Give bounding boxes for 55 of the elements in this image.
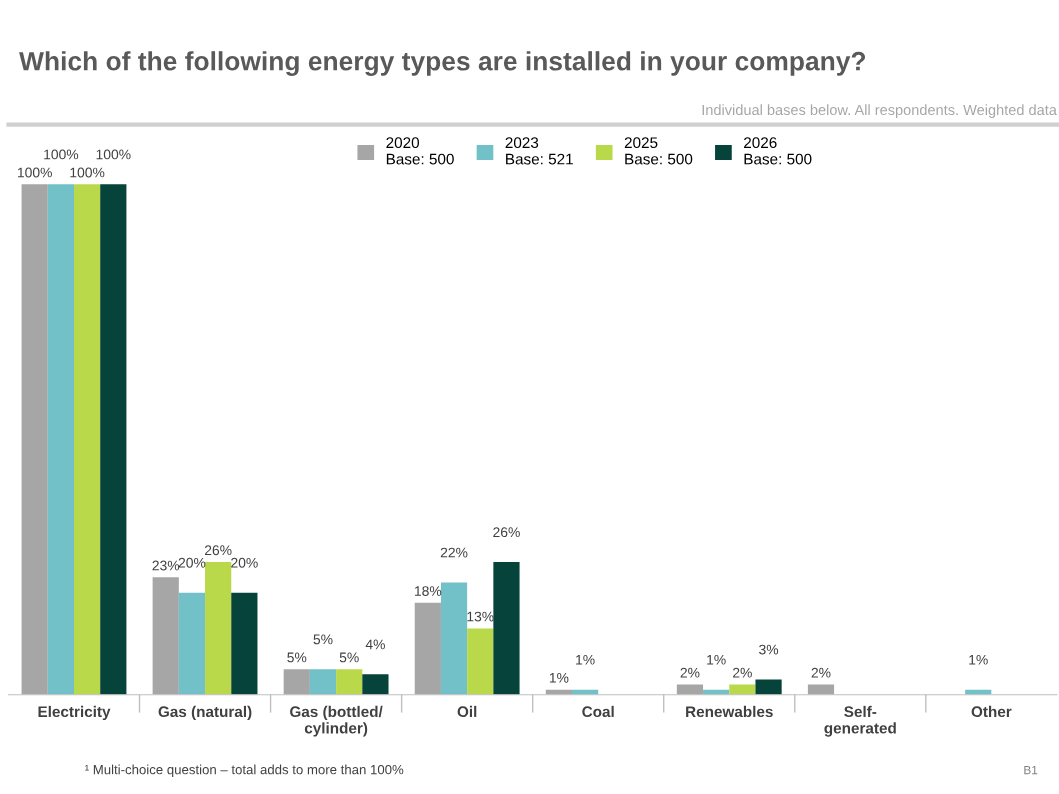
data-label: 100% [44,149,79,160]
data-label: 2% [733,667,752,678]
x-tick-label: Other [971,705,1012,718]
data-label: 4% [365,639,385,650]
x-tick-label: Coal [582,705,614,718]
x-tick-label: Electricity [38,705,111,721]
bar [283,669,310,695]
data-label: 100% [17,167,52,178]
data-label: 5% [287,652,307,663]
bar [231,592,258,695]
legend-label: 2020 Base: 500 [386,137,454,165]
x-tick-label: Renewables [686,705,773,718]
data-label: 2% [811,667,831,678]
chart-subtitle: Individual bases below. All respondents. Weighted data [702,104,1057,118]
x-tick-label: Self- generated [824,705,896,737]
bar [100,184,127,695]
data-label: 20% [231,557,258,568]
bar [362,674,389,695]
data-label: 5% [339,652,359,663]
x-tick-label: Oil [457,705,477,718]
bar [21,184,48,695]
data-label: 26% [204,545,232,556]
data-label: 100% [96,149,131,160]
bar [336,669,363,695]
x-tick-label: Gas (bottled/ cylinder) [290,705,383,737]
data-label: 1% [549,672,569,683]
bar [414,602,441,695]
data-label: 5% [313,634,333,645]
bar [205,562,232,695]
legend-label: 2026 Base: 500 [744,137,812,165]
bar [493,562,520,695]
data-label: 2% [680,667,700,678]
bar [178,592,206,695]
data-label: 22% [440,547,468,558]
bar [74,184,101,695]
bar [440,582,468,695]
data-label: 3% [759,644,779,655]
legend-label: 2023 Base: 521 [505,137,573,165]
data-label: 1% [576,654,595,665]
data-label: 100% [70,167,105,178]
x-tick-label: Gas (natural) [158,705,252,721]
data-label: 26% [493,527,520,538]
bar [47,184,74,695]
bar [755,679,782,695]
chart-title: Which of the following energy types are installed in your company? [19,51,866,76]
bar [309,669,337,695]
bar [467,628,494,695]
text: ¹ Multi-choice question – total adds to more than 100% [85,764,404,777]
data-label: 1% [707,654,726,665]
data-label: 1% [969,654,988,665]
data-label: 20% [178,557,206,568]
legend-label: 2025 Base: 500 [624,137,693,165]
text: B1 [1024,766,1038,775]
data-label: 23% [152,560,180,571]
bar [152,577,179,695]
